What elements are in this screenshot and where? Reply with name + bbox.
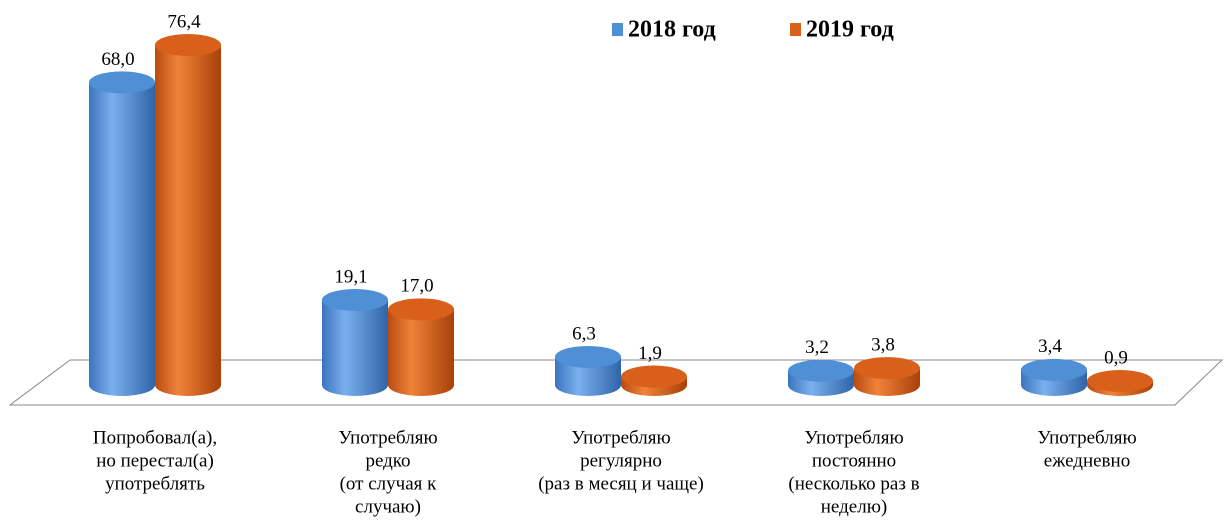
x-tick-label: регулярно bbox=[580, 450, 662, 471]
data-label: 3,8 bbox=[871, 334, 895, 355]
legend-label: 2019 год bbox=[806, 17, 894, 43]
legend-swatch bbox=[790, 23, 801, 36]
x-tick-label: постоянно bbox=[812, 450, 896, 471]
bar-top bbox=[1021, 358, 1087, 381]
x-tick-label: Употребляю bbox=[571, 427, 670, 448]
x-tick-label: ежедневно bbox=[1044, 450, 1130, 471]
bar-top bbox=[854, 357, 920, 380]
bar-top bbox=[322, 289, 388, 312]
legend-label: 2018 год bbox=[628, 17, 716, 43]
bar-top bbox=[621, 365, 687, 388]
data-label: 19,1 bbox=[334, 266, 367, 287]
data-label: 1,9 bbox=[638, 343, 662, 364]
x-tick-label: случаю) bbox=[355, 496, 421, 517]
bar bbox=[388, 309, 454, 396]
data-label: 3,2 bbox=[805, 337, 829, 358]
data-label: 3,4 bbox=[1038, 336, 1062, 357]
data-label: 76,4 bbox=[167, 11, 201, 32]
bar bbox=[555, 356, 621, 396]
x-tick-label: Употребляю bbox=[804, 427, 903, 448]
x-tick-label: Употребляю bbox=[338, 427, 437, 448]
bar-top bbox=[155, 34, 221, 57]
bar-top bbox=[788, 359, 854, 382]
bar bbox=[155, 45, 221, 397]
bar-top bbox=[555, 345, 621, 368]
data-label: 68,0 bbox=[101, 49, 134, 70]
bar bbox=[322, 300, 388, 396]
data-label: 6,3 bbox=[572, 323, 596, 344]
x-tick-label: но перестал(а) bbox=[96, 450, 214, 471]
x-tick-label: употреблять bbox=[105, 473, 205, 494]
bar-top bbox=[1087, 369, 1153, 392]
legend-swatch bbox=[612, 23, 623, 36]
bar bbox=[89, 82, 155, 397]
data-label: 17,0 bbox=[400, 276, 433, 297]
bar-top bbox=[89, 71, 155, 94]
x-tick-label: Употребляю bbox=[1037, 427, 1136, 448]
x-tick-label: неделю) bbox=[821, 496, 887, 517]
x-tick-label: редко bbox=[365, 450, 410, 471]
x-tick-label: Попробовал(а), bbox=[93, 427, 217, 448]
x-tick-label: (от случая к bbox=[340, 473, 438, 494]
bar-top bbox=[388, 298, 454, 321]
x-tick-label: (раз в месяц и чаще) bbox=[538, 473, 704, 494]
data-label: 0,9 bbox=[1104, 347, 1128, 368]
x-tick-label: (несколько раз в bbox=[788, 473, 919, 494]
floor bbox=[8, 359, 1224, 406]
